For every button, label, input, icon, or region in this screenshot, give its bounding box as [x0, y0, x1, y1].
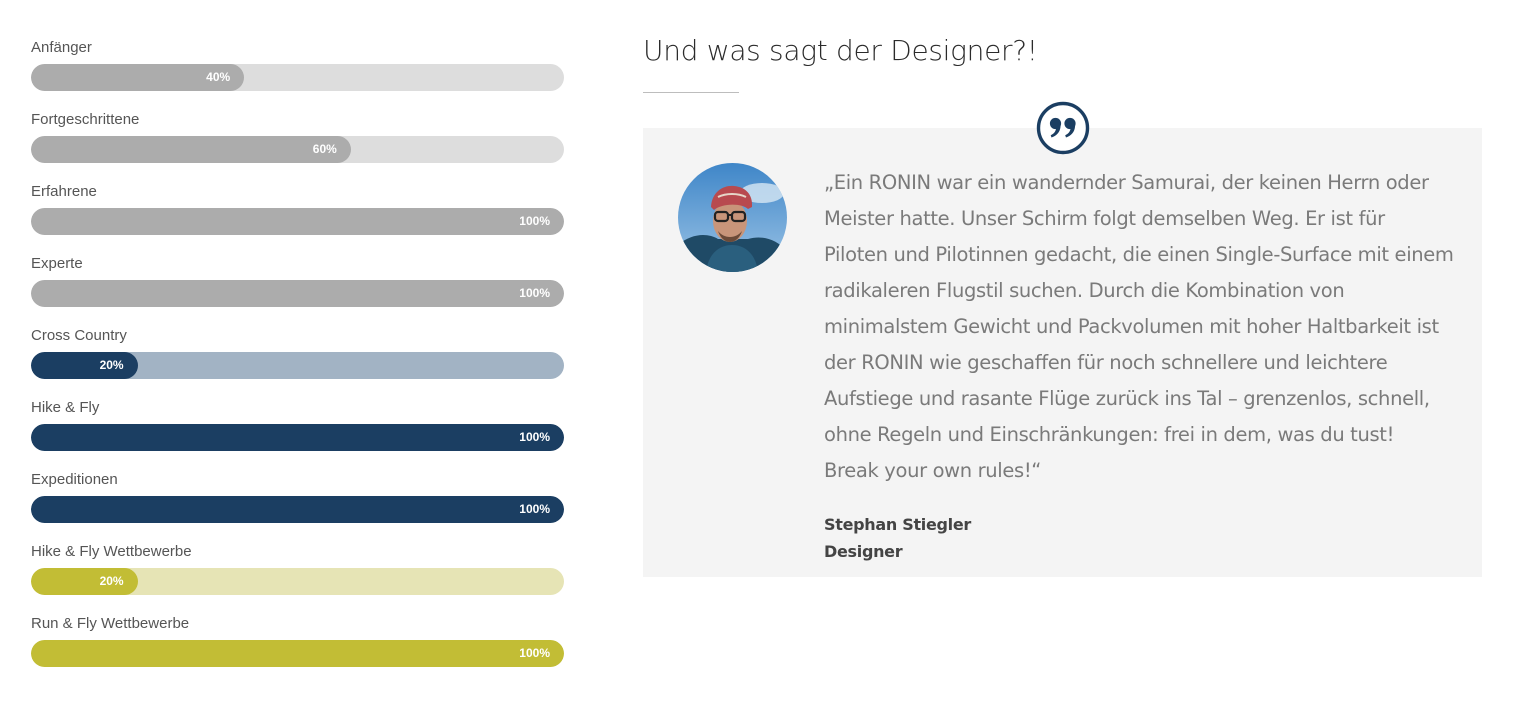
skill-label: Expeditionen	[31, 471, 118, 488]
skill-row: Run & Fly Wettbewerbe 100%	[31, 612, 564, 684]
skill-progress-track: 100%	[31, 640, 564, 667]
skill-row: Fortgeschrittene 60%	[31, 108, 564, 180]
testimonial-heading: Und was sagt der Designer?!	[643, 34, 1038, 67]
skill-label: Run & Fly Wettbewerbe	[31, 615, 190, 632]
skill-row: Cross Country 20%	[31, 324, 564, 396]
skill-progress-track: 20%	[31, 568, 564, 595]
skill-percent-label: 20%	[99, 358, 124, 372]
skill-progress-fill: 60%	[31, 136, 351, 163]
avatar	[678, 163, 787, 272]
skill-label: Erfahrene	[31, 183, 97, 200]
skill-label: Anfänger	[31, 39, 92, 56]
skill-percent-label: 100%	[519, 286, 550, 300]
quote-icon	[1036, 101, 1090, 155]
skill-percent-label: 40%	[206, 70, 231, 84]
skill-progress-fill: 100%	[31, 640, 564, 667]
skill-row: Hike & Fly Wettbewerbe 20%	[31, 540, 564, 612]
skill-label: Hike & Fly Wettbewerbe	[31, 543, 192, 560]
skill-row: Anfänger 40%	[31, 36, 564, 108]
skill-row: Experte 100%	[31, 252, 564, 324]
skill-progress-track: 100%	[31, 424, 564, 451]
skill-progress-fill: 20%	[31, 568, 138, 595]
skill-progress-fill: 100%	[31, 424, 564, 451]
skill-label: Experte	[31, 255, 83, 272]
skill-progress-track: 100%	[31, 496, 564, 523]
skill-percent-label: 20%	[99, 574, 124, 588]
skill-level-list: Anfänger 40% Fortgeschrittene 60% Erfahrene 1…	[31, 36, 564, 684]
author-role: Designer	[824, 542, 903, 561]
skill-row: Erfahrene 100%	[31, 180, 564, 252]
skill-percent-label: 100%	[519, 214, 550, 228]
skill-row: Hike & Fly 100%	[31, 396, 564, 468]
testimonial-author: Stephan Stiegler Designer	[824, 511, 971, 565]
skill-label: Hike & Fly	[31, 399, 100, 416]
skill-label: Cross Country	[31, 327, 127, 344]
skill-progress-fill: 40%	[31, 64, 245, 91]
skill-progress-fill: 20%	[31, 352, 138, 379]
skill-percent-label: 100%	[519, 502, 550, 516]
skill-progress-fill: 100%	[31, 280, 564, 307]
skill-progress-track: 20%	[31, 352, 564, 379]
skill-progress-track: 100%	[31, 208, 564, 235]
skill-progress-track: 100%	[31, 280, 564, 307]
skill-percent-label: 100%	[519, 430, 550, 444]
testimonial-quote: „Ein RONIN war ein wandernder Samurai, d…	[824, 171, 1454, 482]
skill-label: Fortgeschrittene	[31, 111, 140, 128]
skill-progress-fill: 100%	[31, 208, 564, 235]
skill-progress-fill: 100%	[31, 496, 564, 523]
heading-divider	[643, 92, 739, 93]
skill-row: Expeditionen 100%	[31, 468, 564, 540]
skill-percent-label: 100%	[519, 646, 550, 660]
skill-progress-track: 40%	[31, 64, 564, 91]
author-name: Stephan Stiegler	[824, 515, 972, 534]
skill-percent-label: 60%	[312, 142, 337, 156]
skill-progress-track: 60%	[31, 136, 564, 163]
